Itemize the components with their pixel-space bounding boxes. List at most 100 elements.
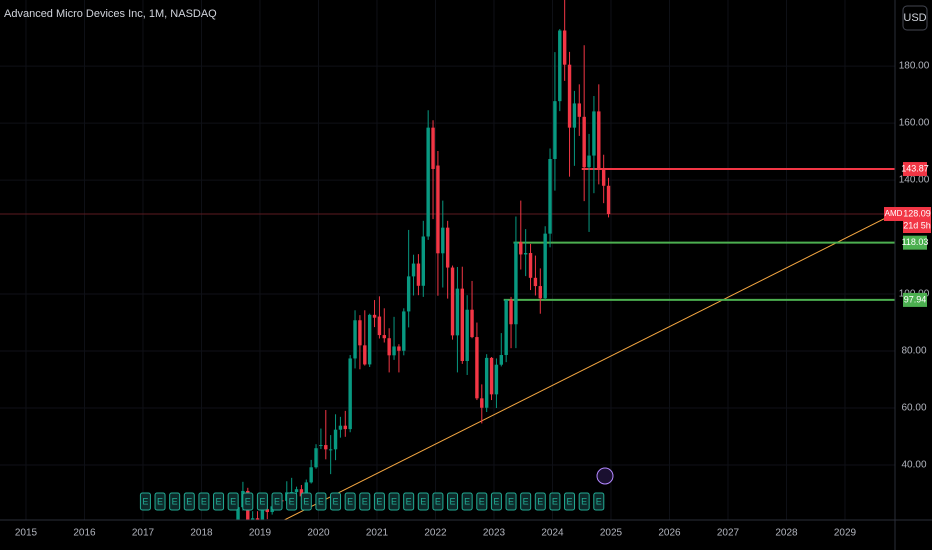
candle-body bbox=[309, 467, 313, 483]
x-tick-label: 2024 bbox=[541, 528, 564, 539]
candle-body bbox=[436, 165, 440, 254]
earnings-marker bbox=[300, 492, 312, 511]
candle-body bbox=[572, 103, 577, 128]
earnings-marker bbox=[344, 492, 356, 511]
earnings-marker bbox=[417, 492, 429, 511]
y-tick-label: 180.00 bbox=[899, 61, 930, 72]
earnings-marker bbox=[359, 492, 371, 511]
candle-body bbox=[523, 253, 528, 255]
earnings-marker bbox=[549, 492, 561, 511]
earnings-marker bbox=[593, 492, 605, 511]
candle-body bbox=[509, 299, 513, 325]
candle-body bbox=[353, 320, 357, 359]
earnings-label: E bbox=[493, 496, 499, 506]
candle-body bbox=[411, 263, 416, 277]
earnings-label: E bbox=[567, 496, 573, 506]
candle-body bbox=[314, 448, 318, 468]
earnings-label: E bbox=[406, 496, 412, 506]
x-tick-label: 2016 bbox=[73, 528, 96, 539]
currency-button[interactable] bbox=[902, 5, 928, 31]
earnings-marker bbox=[578, 492, 590, 511]
candle-body bbox=[597, 111, 601, 169]
earnings-marker bbox=[403, 492, 415, 511]
candle-body bbox=[601, 168, 606, 186]
y-tick-label: 80.00 bbox=[901, 346, 926, 357]
earnings-marker bbox=[534, 492, 546, 511]
y-tick-label: 60.00 bbox=[901, 403, 926, 414]
candle-body bbox=[562, 30, 567, 65]
x-tick-label: 2017 bbox=[132, 528, 155, 539]
candle-body bbox=[567, 64, 572, 128]
candle-body bbox=[236, 507, 240, 520]
countdown-label: 21d 5h bbox=[903, 220, 931, 230]
symbol-label: AMD bbox=[885, 209, 903, 218]
earnings-label: E bbox=[450, 496, 456, 506]
candle-body bbox=[489, 357, 494, 395]
x-tick-label: 2027 bbox=[717, 528, 740, 539]
x-tick-label: 2028 bbox=[775, 528, 798, 539]
candle-body bbox=[431, 127, 435, 169]
earnings-label: E bbox=[537, 496, 543, 506]
candle-body bbox=[363, 345, 367, 365]
earnings-marker bbox=[315, 492, 327, 511]
level-badge bbox=[903, 162, 927, 177]
level-badge bbox=[903, 235, 927, 250]
earnings-label: E bbox=[142, 496, 148, 506]
earnings-label: E bbox=[289, 496, 295, 506]
candle-body bbox=[319, 445, 323, 447]
candle-body bbox=[402, 311, 406, 351]
candle-body bbox=[333, 429, 338, 450]
earnings-label: E bbox=[435, 496, 441, 506]
x-tick-label: 2015 bbox=[15, 528, 38, 539]
candle-body bbox=[372, 314, 377, 318]
candle-body bbox=[367, 314, 372, 365]
earnings-marker bbox=[505, 492, 517, 511]
candle-body bbox=[582, 116, 586, 168]
candle-body bbox=[504, 299, 508, 356]
earnings-marker bbox=[476, 492, 488, 511]
candle-body bbox=[299, 489, 304, 497]
symbol-badge bbox=[884, 207, 903, 222]
candle-body bbox=[416, 263, 421, 286]
earnings-marker bbox=[286, 492, 298, 511]
earnings-label: E bbox=[581, 496, 587, 506]
candle-body bbox=[304, 482, 308, 497]
price-badge bbox=[903, 207, 931, 234]
candle-body bbox=[455, 288, 460, 336]
earnings-marker bbox=[388, 492, 400, 511]
earnings-marker bbox=[256, 492, 268, 511]
earnings-marker bbox=[564, 492, 576, 511]
currency-label[interactable]: USD bbox=[903, 12, 926, 24]
earnings-marker bbox=[520, 492, 532, 511]
candle-body bbox=[460, 288, 464, 362]
candle-body bbox=[348, 358, 352, 430]
earnings-label: E bbox=[216, 496, 222, 506]
x-tick-label: 2020 bbox=[307, 528, 330, 539]
level-label: 118.03 bbox=[902, 237, 929, 247]
earnings-label: E bbox=[303, 496, 309, 506]
candle-body bbox=[499, 355, 503, 365]
candle-body bbox=[548, 158, 552, 234]
earnings-label: E bbox=[508, 496, 514, 506]
earnings-label: E bbox=[479, 496, 485, 506]
candle-body bbox=[406, 276, 411, 312]
earnings-marker bbox=[447, 492, 459, 511]
x-tick-label: 2021 bbox=[366, 528, 389, 539]
x-tick-label: 2022 bbox=[424, 528, 447, 539]
candle-body bbox=[441, 227, 445, 254]
candle-body bbox=[382, 335, 386, 339]
candle-body bbox=[426, 127, 430, 237]
candle-body bbox=[538, 286, 542, 299]
candle-body bbox=[543, 233, 547, 299]
earnings-marker bbox=[198, 492, 210, 511]
candle-body bbox=[358, 320, 362, 346]
candle-body bbox=[494, 364, 499, 395]
candle-body bbox=[265, 509, 269, 513]
candle-body bbox=[519, 242, 523, 255]
earnings-label: E bbox=[376, 496, 382, 506]
event-icon bbox=[596, 467, 614, 485]
earnings-marker bbox=[271, 492, 283, 511]
